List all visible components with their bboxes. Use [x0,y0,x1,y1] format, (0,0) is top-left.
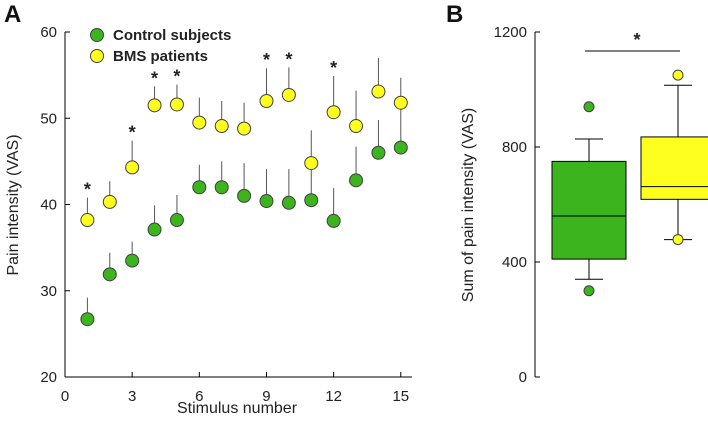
box-control-outlier [583,285,595,297]
box-control-outlier [583,101,595,113]
chart-b-y-tick-label: 1200 [494,24,527,41]
chart-a-control-point [125,253,140,268]
chart-a-control-point [192,180,207,195]
chart-a-significance-star: * [84,180,91,200]
box-control [551,160,627,260]
chart-b-y-tick-label: 0 [519,369,527,386]
chart-a-y-tick-label: 20 [40,369,57,386]
chart-a-significance-star: * [151,68,158,88]
chart-a: 20 30 40 50 60 0 3 6 9 12 15 * * * * * * * Control subj… [5,24,412,417]
chart-a-control-point [304,193,319,208]
chart-a-control-point [214,180,229,195]
chart-a-y-label: Pain intensity (VAS) [5,134,22,275]
chart-a-x-tick-label: 12 [325,388,342,405]
chart-a-y-tick-label: 50 [40,110,57,127]
chart-a-control-point [393,140,408,155]
chart-a-bms-point [281,87,296,102]
chart-a-control-point [371,145,386,160]
legend-label-control: Control subjects [113,27,231,44]
chart-a-x-tick-label: 6 [195,388,203,405]
chart-a-bms-point [393,95,408,110]
chart-a-bms-point [304,156,319,171]
chart-a-x-tick-label: 0 [61,388,69,405]
chart-a-control-point [102,267,117,282]
chart-b-y-tick-label: 400 [502,254,527,271]
chart-b-y-label: Sum of pain intensity (VAS) [460,108,477,302]
chart-a-bms-point [80,213,95,228]
chart-b-significance-star: * [633,30,640,50]
chart-a-significance-star: * [263,50,270,70]
panel-a-label: A [4,1,21,28]
chart-a-control-point [237,188,252,203]
chart-a-x-tick-label: 9 [262,388,270,405]
legend-marker-control [90,28,104,42]
chart-a-bms-point [102,194,117,209]
chart-a-y-tick-label: 60 [40,24,57,41]
chart-a-control-point [326,213,341,228]
chart-a-bms-point [259,94,274,108]
legend-marker-bms [90,49,104,63]
panel-b-label: B [446,1,463,28]
chart-a-significance-star: * [330,58,337,78]
legend-label-bms: BMS patients [113,48,208,65]
box-bms-outlier [672,234,684,246]
chart-a-significance-star: * [285,49,292,69]
chart-a-control-point [80,312,95,327]
chart-a-control-point [281,195,296,210]
chart-a-x-tick-label: 3 [128,388,136,405]
chart-a-control-point [147,222,162,237]
box-bms-outlier [672,69,684,81]
chart-a-bms-point [237,121,252,136]
chart-a-significance-star: * [129,123,136,143]
chart-a-bms-point [371,84,386,99]
chart-b-y-tick-label: 800 [502,139,527,156]
chart-a-bms-point [214,119,229,134]
chart-a-control-point [259,194,274,209]
chart-a-bms-point [326,105,341,120]
chart-a-control-point [349,173,364,188]
chart-a-bms-point [349,119,364,134]
chart-a-bms-point [192,115,207,130]
chart-a-control-point [169,213,184,228]
chart-a-y-tick-label: 40 [40,197,57,214]
box-bms [640,136,708,200]
chart-b: 0 400 800 1200 * Sum of pain intensity (VAS… [460,24,708,386]
chart-a-x-label: Stimulus number [177,400,298,417]
chart-a-bms-point [147,98,162,113]
chart-a-y-tick-label: 30 [40,283,57,300]
chart-a-significance-star: * [173,67,180,87]
chart-a-x-tick-label: 15 [392,388,409,405]
chart-a-bms-point [169,97,184,112]
chart-a-bms-point [125,160,140,175]
